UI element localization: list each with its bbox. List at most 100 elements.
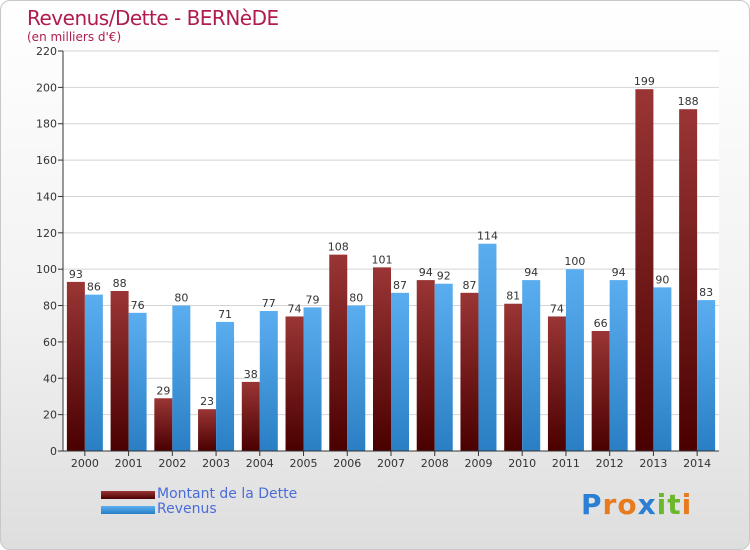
- bar-revenue: [128, 312, 147, 451]
- data-label-debt: 101: [372, 253, 393, 266]
- chart-legend: Montant de la Dette Revenus: [101, 487, 297, 517]
- y-tick-label: 120: [36, 227, 57, 240]
- legend-item-revenue: Revenus: [101, 502, 297, 517]
- logo-letter: P: [581, 488, 603, 521]
- bar-debt: [66, 281, 85, 451]
- bar-revenue: [478, 243, 497, 451]
- logo-letter: x: [637, 488, 657, 521]
- proxiti-logo: Proxiti: [581, 488, 692, 521]
- bar-revenue: [609, 280, 628, 451]
- bar-debt: [373, 267, 391, 451]
- logo-letter: r: [602, 488, 618, 521]
- bar-revenue: [653, 287, 672, 451]
- x-tick-label: 2004: [246, 457, 274, 470]
- logo-letter: i: [656, 488, 668, 521]
- y-tick-label: 200: [36, 81, 57, 94]
- bar-revenue: [522, 280, 541, 451]
- data-label-debt: 23: [200, 395, 214, 408]
- bar-revenue: [84, 294, 103, 451]
- data-label-debt: 81: [506, 290, 520, 303]
- x-tick-label: 2013: [639, 457, 667, 470]
- logo-letter: o: [617, 488, 638, 521]
- bar-revenue: [391, 292, 409, 451]
- bar-debt: [547, 316, 566, 451]
- y-tick-label: 60: [43, 336, 57, 349]
- legend-swatch-revenue: [101, 505, 155, 514]
- x-tick-label: 2008: [421, 457, 449, 470]
- data-label-revenue: 94: [612, 266, 626, 279]
- y-tick-label: 100: [36, 263, 57, 276]
- bar-debt: [285, 316, 304, 451]
- bar-revenue: [434, 283, 453, 451]
- y-tick-label: 160: [36, 154, 57, 167]
- data-label-debt: 199: [634, 75, 655, 88]
- x-tick-label: 2012: [596, 457, 624, 470]
- data-label-debt: 108: [328, 241, 349, 254]
- data-label-revenue: 80: [349, 292, 363, 305]
- bar-debt: [635, 89, 654, 451]
- bar-debt: [329, 254, 348, 451]
- bar-revenue: [565, 269, 584, 451]
- bar-debt: [198, 409, 217, 451]
- data-label-revenue: 92: [437, 270, 451, 283]
- data-label-revenue: 114: [477, 230, 498, 243]
- x-tick-label: 2005: [290, 457, 318, 470]
- data-label-debt: 188: [678, 95, 699, 108]
- data-label-revenue: 77: [262, 297, 276, 310]
- data-label-revenue: 76: [131, 299, 145, 312]
- data-label-debt: 74: [288, 302, 302, 315]
- y-tick-label: 220: [36, 45, 57, 58]
- bar-revenue: [347, 305, 366, 451]
- y-tick-label: 20: [43, 409, 57, 422]
- data-label-debt: 94: [419, 266, 433, 279]
- data-label-revenue: 94: [524, 266, 538, 279]
- data-label-revenue: 86: [87, 281, 101, 294]
- x-tick-label: 2006: [333, 457, 361, 470]
- data-label-revenue: 100: [564, 255, 585, 268]
- bar-debt: [591, 331, 610, 451]
- bar-debt: [110, 291, 129, 451]
- legend-label-debt: Montant de la Dette: [157, 486, 298, 502]
- data-label-revenue: 83: [699, 286, 713, 299]
- chart-subtitle: (en milliers d'€): [27, 30, 122, 44]
- logo-letter: t: [667, 488, 682, 521]
- bar-debt: [679, 109, 698, 451]
- bar-debt: [241, 381, 260, 451]
- x-tick-label: 2001: [115, 457, 143, 470]
- y-tick-label: 0: [50, 445, 57, 458]
- bar-debt: [416, 280, 435, 451]
- bar-debt: [504, 303, 523, 451]
- x-tick-label: 2003: [202, 457, 230, 470]
- data-label-revenue: 71: [218, 308, 232, 321]
- data-label-debt: 29: [156, 384, 170, 397]
- y-tick-label: 40: [43, 372, 57, 385]
- chart-title: Revenus/Dette - BERNèDE: [27, 6, 279, 30]
- data-label-debt: 66: [594, 317, 608, 330]
- data-label-revenue: 87: [393, 279, 407, 292]
- x-tick-label: 2009: [464, 457, 492, 470]
- data-label-debt: 74: [550, 302, 564, 315]
- legend-label-revenue: Revenus: [157, 501, 217, 517]
- logo-letter: i: [681, 488, 693, 521]
- data-label-debt: 88: [113, 277, 127, 290]
- bar-debt: [460, 292, 479, 451]
- x-tick-label: 2010: [508, 457, 536, 470]
- bar-revenue: [697, 300, 716, 451]
- data-label-debt: 93: [69, 268, 83, 281]
- legend-item-debt: Montant de la Dette: [101, 487, 297, 502]
- data-label-revenue: 80: [174, 292, 188, 305]
- x-tick-label: 2002: [158, 457, 186, 470]
- x-tick-label: 2014: [683, 457, 711, 470]
- y-tick-label: 80: [43, 300, 57, 313]
- data-label-debt: 38: [244, 368, 258, 381]
- x-tick-label: 2011: [552, 457, 580, 470]
- bar-revenue: [216, 321, 235, 451]
- x-tick-label: 2000: [71, 457, 99, 470]
- bar-debt: [154, 398, 173, 451]
- data-label-revenue: 90: [655, 273, 669, 286]
- y-tick-label: 140: [36, 190, 57, 203]
- y-tick-label: 180: [36, 118, 57, 131]
- legend-swatch-debt: [101, 490, 155, 499]
